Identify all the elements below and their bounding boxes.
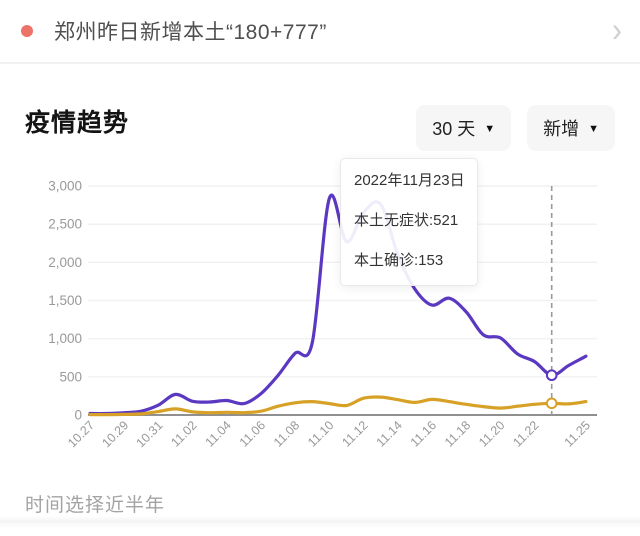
- x-axis-label: 10.27: [65, 418, 97, 450]
- card-bottom-shadow: [0, 516, 640, 528]
- y-axis-label: 0: [74, 408, 82, 423]
- x-axis-label: 11.16: [408, 418, 439, 449]
- x-axis-label: 11.10: [305, 418, 336, 449]
- metric-dropdown-button[interactable]: 新增 ▼: [527, 105, 615, 151]
- chevron-right-icon[interactable]: ›: [612, 11, 622, 50]
- y-axis-label: 1,000: [48, 331, 82, 346]
- x-axis-label: 11.25: [562, 418, 593, 449]
- x-axis-label: 11.12: [339, 418, 370, 449]
- tooltip-date: 2022年11月23日: [354, 172, 465, 189]
- highlight-marker: [545, 369, 558, 382]
- caret-down-icon: ▼: [484, 123, 496, 135]
- tooltip-asymptomatic: 本土无症状:521: [354, 212, 459, 229]
- y-axis-label: 2,500: [48, 217, 82, 232]
- x-axis-label: 11.22: [510, 418, 541, 449]
- section-divider: [0, 62, 640, 64]
- y-axis-label: 2,000: [48, 255, 82, 270]
- x-axis-label: 11.20: [476, 418, 507, 449]
- trend-card-title: 疫情趋势: [25, 109, 130, 137]
- time-range-label: 时间选择近半年: [25, 495, 166, 516]
- trend-chart[interactable]: 0 500 1,000 1,500 2,000 2,500 3,000 10.27 10.29 1…: [0, 158, 640, 498]
- chart-controls: 30 天 ▼ 新增 ▼: [416, 105, 615, 151]
- x-axis-label: 11.06: [237, 418, 268, 449]
- news-title: 郑州昨日新增本土“180+777”: [54, 21, 327, 44]
- x-axis-label: 10.31: [134, 418, 166, 450]
- chart-tooltip: 2022年11月23日 本土无症状:521 本土确诊:153: [340, 158, 478, 286]
- x-axis-label: 11.02: [168, 418, 199, 449]
- caret-down-icon: ▼: [588, 123, 599, 135]
- y-axis-label: 1,500: [48, 293, 82, 308]
- x-axis-label: 10.29: [99, 418, 131, 450]
- y-axis-label: 3,000: [48, 179, 82, 194]
- series-line-本土确诊: [88, 395, 588, 417]
- highlight-marker: [545, 397, 558, 410]
- tooltip-confirmed: 本土确诊:153: [354, 252, 444, 269]
- series-line-本土无症状: [88, 193, 588, 416]
- red-dot-icon: [21, 25, 33, 37]
- x-axis-label: 11.08: [271, 418, 302, 449]
- x-axis-label: 11.18: [442, 418, 473, 449]
- metric-dropdown-label: 新增: [543, 119, 580, 139]
- range-dropdown-button[interactable]: 30 天 ▼: [416, 105, 512, 151]
- y-axis-label: 500: [59, 369, 82, 384]
- x-axis-label: 11.04: [203, 418, 234, 449]
- x-axis-label: 11.14: [374, 418, 405, 449]
- news-row[interactable]: 郑州昨日新增本土“180+777” ›: [0, 0, 640, 62]
- range-dropdown-label: 30 天: [432, 119, 476, 139]
